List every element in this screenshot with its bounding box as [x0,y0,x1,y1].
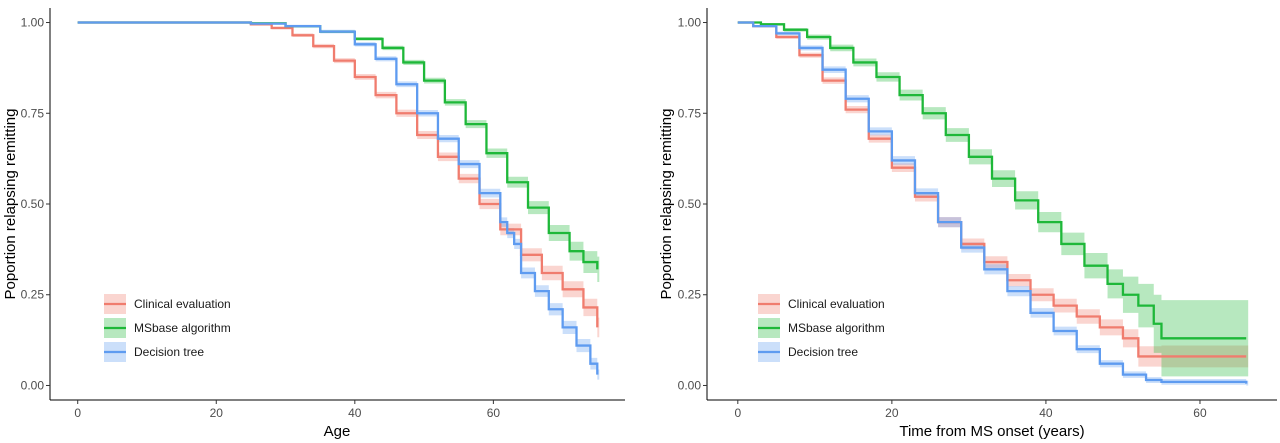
legend-label-clinical: Clinical evaluation [788,297,885,311]
y-tick-label: 0.25 [678,288,702,302]
x-tick-label: 0 [74,406,81,420]
legend: Clinical evaluation MSbase algorithm Decis… [104,294,231,362]
y-tick-label: 1.00 [21,16,45,30]
survival-line-tree [77,21,599,375]
chart-panel-2: 0.00 0.25 0.50 0.75 1.00 0 20 40 60 Time from MS … [658,8,1277,440]
survival-line-msbase [737,21,1247,340]
y-tick-label: 0.75 [21,106,45,120]
legend-label-msbase: MSbase algorithm [788,321,885,335]
y-axis-title: Poportion relapsing remitting [658,109,675,300]
x-tick-label: 60 [487,406,501,420]
x-tick-label: 20 [885,406,899,420]
survival-line-clinical [77,21,599,328]
y-tick-label: 0.00 [678,378,702,392]
y-tick-label: 1.00 [678,16,702,30]
legend: Clinical evaluation MSbase algorithm Decis… [758,294,885,362]
survival-line-tree [737,21,1248,384]
y-axis-title: Poportion relapsing remitting [2,109,19,300]
x-axis-title: Time from MS onset (years) [899,423,1084,440]
x-tick-label: 40 [1039,406,1053,420]
chart-panel-1: 0.00 0.25 0.50 0.75 1.00 0 20 40 60 Age Poportion … [2,8,625,440]
y-tick-label: 0.25 [21,288,45,302]
x-axis-title: Age [324,423,351,440]
x-tick-label: 20 [210,406,224,420]
legend-label-tree: Decision tree [788,345,858,359]
y-tick-label: 0.50 [21,197,45,211]
x-tick-label: 60 [1193,406,1207,420]
legend-label-clinical: Clinical evaluation [134,297,231,311]
ci-ribbon-msbase [737,22,1249,377]
y-tick-label: 0.00 [21,378,45,392]
legend-label-tree: Decision tree [134,345,204,359]
legend-label-msbase: MSbase algorithm [134,321,231,335]
x-tick-label: 40 [348,406,362,420]
y-tick-label: 0.75 [678,106,702,120]
y-tick-label: 0.50 [678,197,702,211]
x-tick-label: 0 [734,406,741,420]
